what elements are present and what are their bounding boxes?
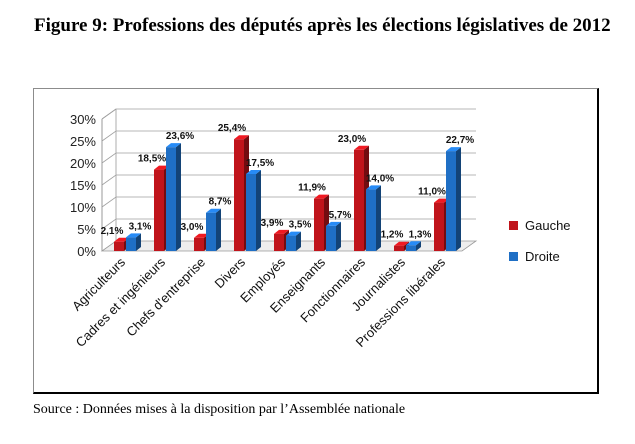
category-label-3: Divers [211, 254, 248, 291]
data-label-gauche-0: 2,1% [101, 226, 124, 237]
y-tick-label: 5% [77, 222, 96, 237]
data-label-droite-6: 14,0% [366, 173, 394, 184]
legend-label-gauche: Gauche [525, 218, 571, 233]
bar-droite-7 [406, 241, 421, 251]
chart-frame: 0% 5% 10% 15% 20% 25% 30% 2,1% 3,1% Agriculteurs 1… [33, 88, 599, 394]
y-tick-label: 25% [70, 134, 96, 149]
data-label-droite-7: 1,3% [409, 229, 432, 240]
data-label-gauche-2: 3,0% [181, 222, 204, 233]
data-label-droite-0: 3,1% [129, 221, 152, 232]
data-label-gauche-7: 1,2% [381, 230, 404, 241]
data-label-gauche-8: 11,0% [418, 187, 446, 198]
data-label-droite-2: 8,7% [209, 197, 232, 208]
bar-chart: 0%5%10%15%20%25%30%2,1% 3,1%Agriculteurs1… [69, 108, 571, 350]
data-label-gauche-4: 3,9% [261, 218, 284, 229]
bar-droite-8 [446, 147, 461, 251]
data-label-gauche-3: 25,4% [218, 123, 246, 134]
data-label-droite-1: 23,6% [166, 131, 194, 142]
data-label-droite-8: 22,7% [446, 135, 474, 146]
bar-droite-1 [166, 143, 181, 251]
data-label-droite-3: 17,5% [246, 158, 274, 169]
figure-title: Figure 9: Professions des députés après … [34, 15, 611, 36]
bar-droite-5 [326, 221, 341, 251]
gridline [101, 108, 476, 120]
data-label-droite-5: 5,7% [329, 210, 352, 221]
data-label-gauche-6: 23,0% [338, 134, 366, 145]
bar-droite-4 [286, 231, 301, 251]
y-tick-label: 20% [70, 156, 96, 171]
bar-droite-6 [366, 185, 381, 251]
y-tick-label: 15% [70, 178, 96, 193]
y-tick-label: 0% [77, 244, 96, 259]
y-tick-label: 30% [70, 112, 96, 127]
source-note: Source : Données mises à la disposition … [33, 402, 406, 417]
data-label-droite-4: 3,5% [289, 220, 312, 231]
legend-swatch-gauche [509, 221, 518, 230]
legend-label-droite: Droite [525, 249, 560, 264]
legend-swatch-droite [509, 252, 518, 261]
bar-droite-2 [206, 208, 221, 251]
data-label-gauche-1: 18,5% [138, 154, 166, 165]
bar-droite-3 [246, 170, 261, 251]
y-tick-label: 10% [70, 200, 96, 215]
gridline [101, 130, 476, 142]
data-label-gauche-5: 11,9% [298, 183, 326, 194]
bar-droite-0 [126, 233, 141, 251]
